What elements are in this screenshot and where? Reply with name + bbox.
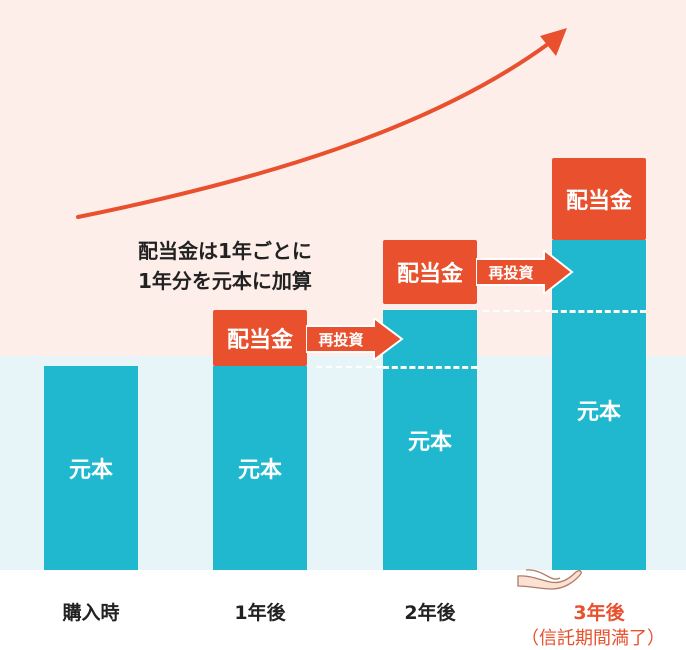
- x-label-year-1: 1年後: [234, 602, 286, 624]
- principal-bar-year-3: [552, 240, 646, 570]
- principal-label: 元本: [68, 458, 113, 483]
- bar-divider: [383, 366, 477, 369]
- reinvest-explanation: 配当金は1年ごとに 1年分を元本に加算: [138, 236, 312, 296]
- dividend-box: 配当金: [552, 158, 646, 240]
- principal-label: 元本: [407, 430, 452, 455]
- principal-bar-year-1: [213, 366, 307, 570]
- reinvest-label: 再投資: [318, 331, 364, 349]
- reinvest-arrow: [476, 250, 574, 294]
- principal-label: 元本: [576, 400, 621, 425]
- note-line-2: 1年分を元本に加算: [138, 269, 312, 293]
- guide-line: [316, 366, 382, 368]
- open-hand-icon: [517, 569, 582, 590]
- x-label-purchase: 購入時: [62, 602, 120, 624]
- reinvest-label: 再投資: [488, 264, 534, 282]
- reinvest-arrow: [306, 318, 404, 360]
- principal-bar-year-2: [383, 310, 477, 570]
- x-label-year-3: 3年後: [573, 602, 625, 624]
- note-line-1: 配当金は1年ごとに: [138, 239, 312, 263]
- bar-divider: [552, 310, 646, 313]
- dividend-box: 配当金: [213, 310, 307, 366]
- principal-label: 元本: [237, 458, 282, 483]
- guide-line: [483, 310, 551, 312]
- principal-bar-purchase: [44, 366, 138, 570]
- dividend-box: 配当金: [383, 240, 477, 304]
- x-label-year-2: 2年後: [404, 602, 456, 624]
- growth-arrow-icon: [76, 28, 567, 219]
- trust-maturity-note: （信託期間満了）: [521, 628, 665, 649]
